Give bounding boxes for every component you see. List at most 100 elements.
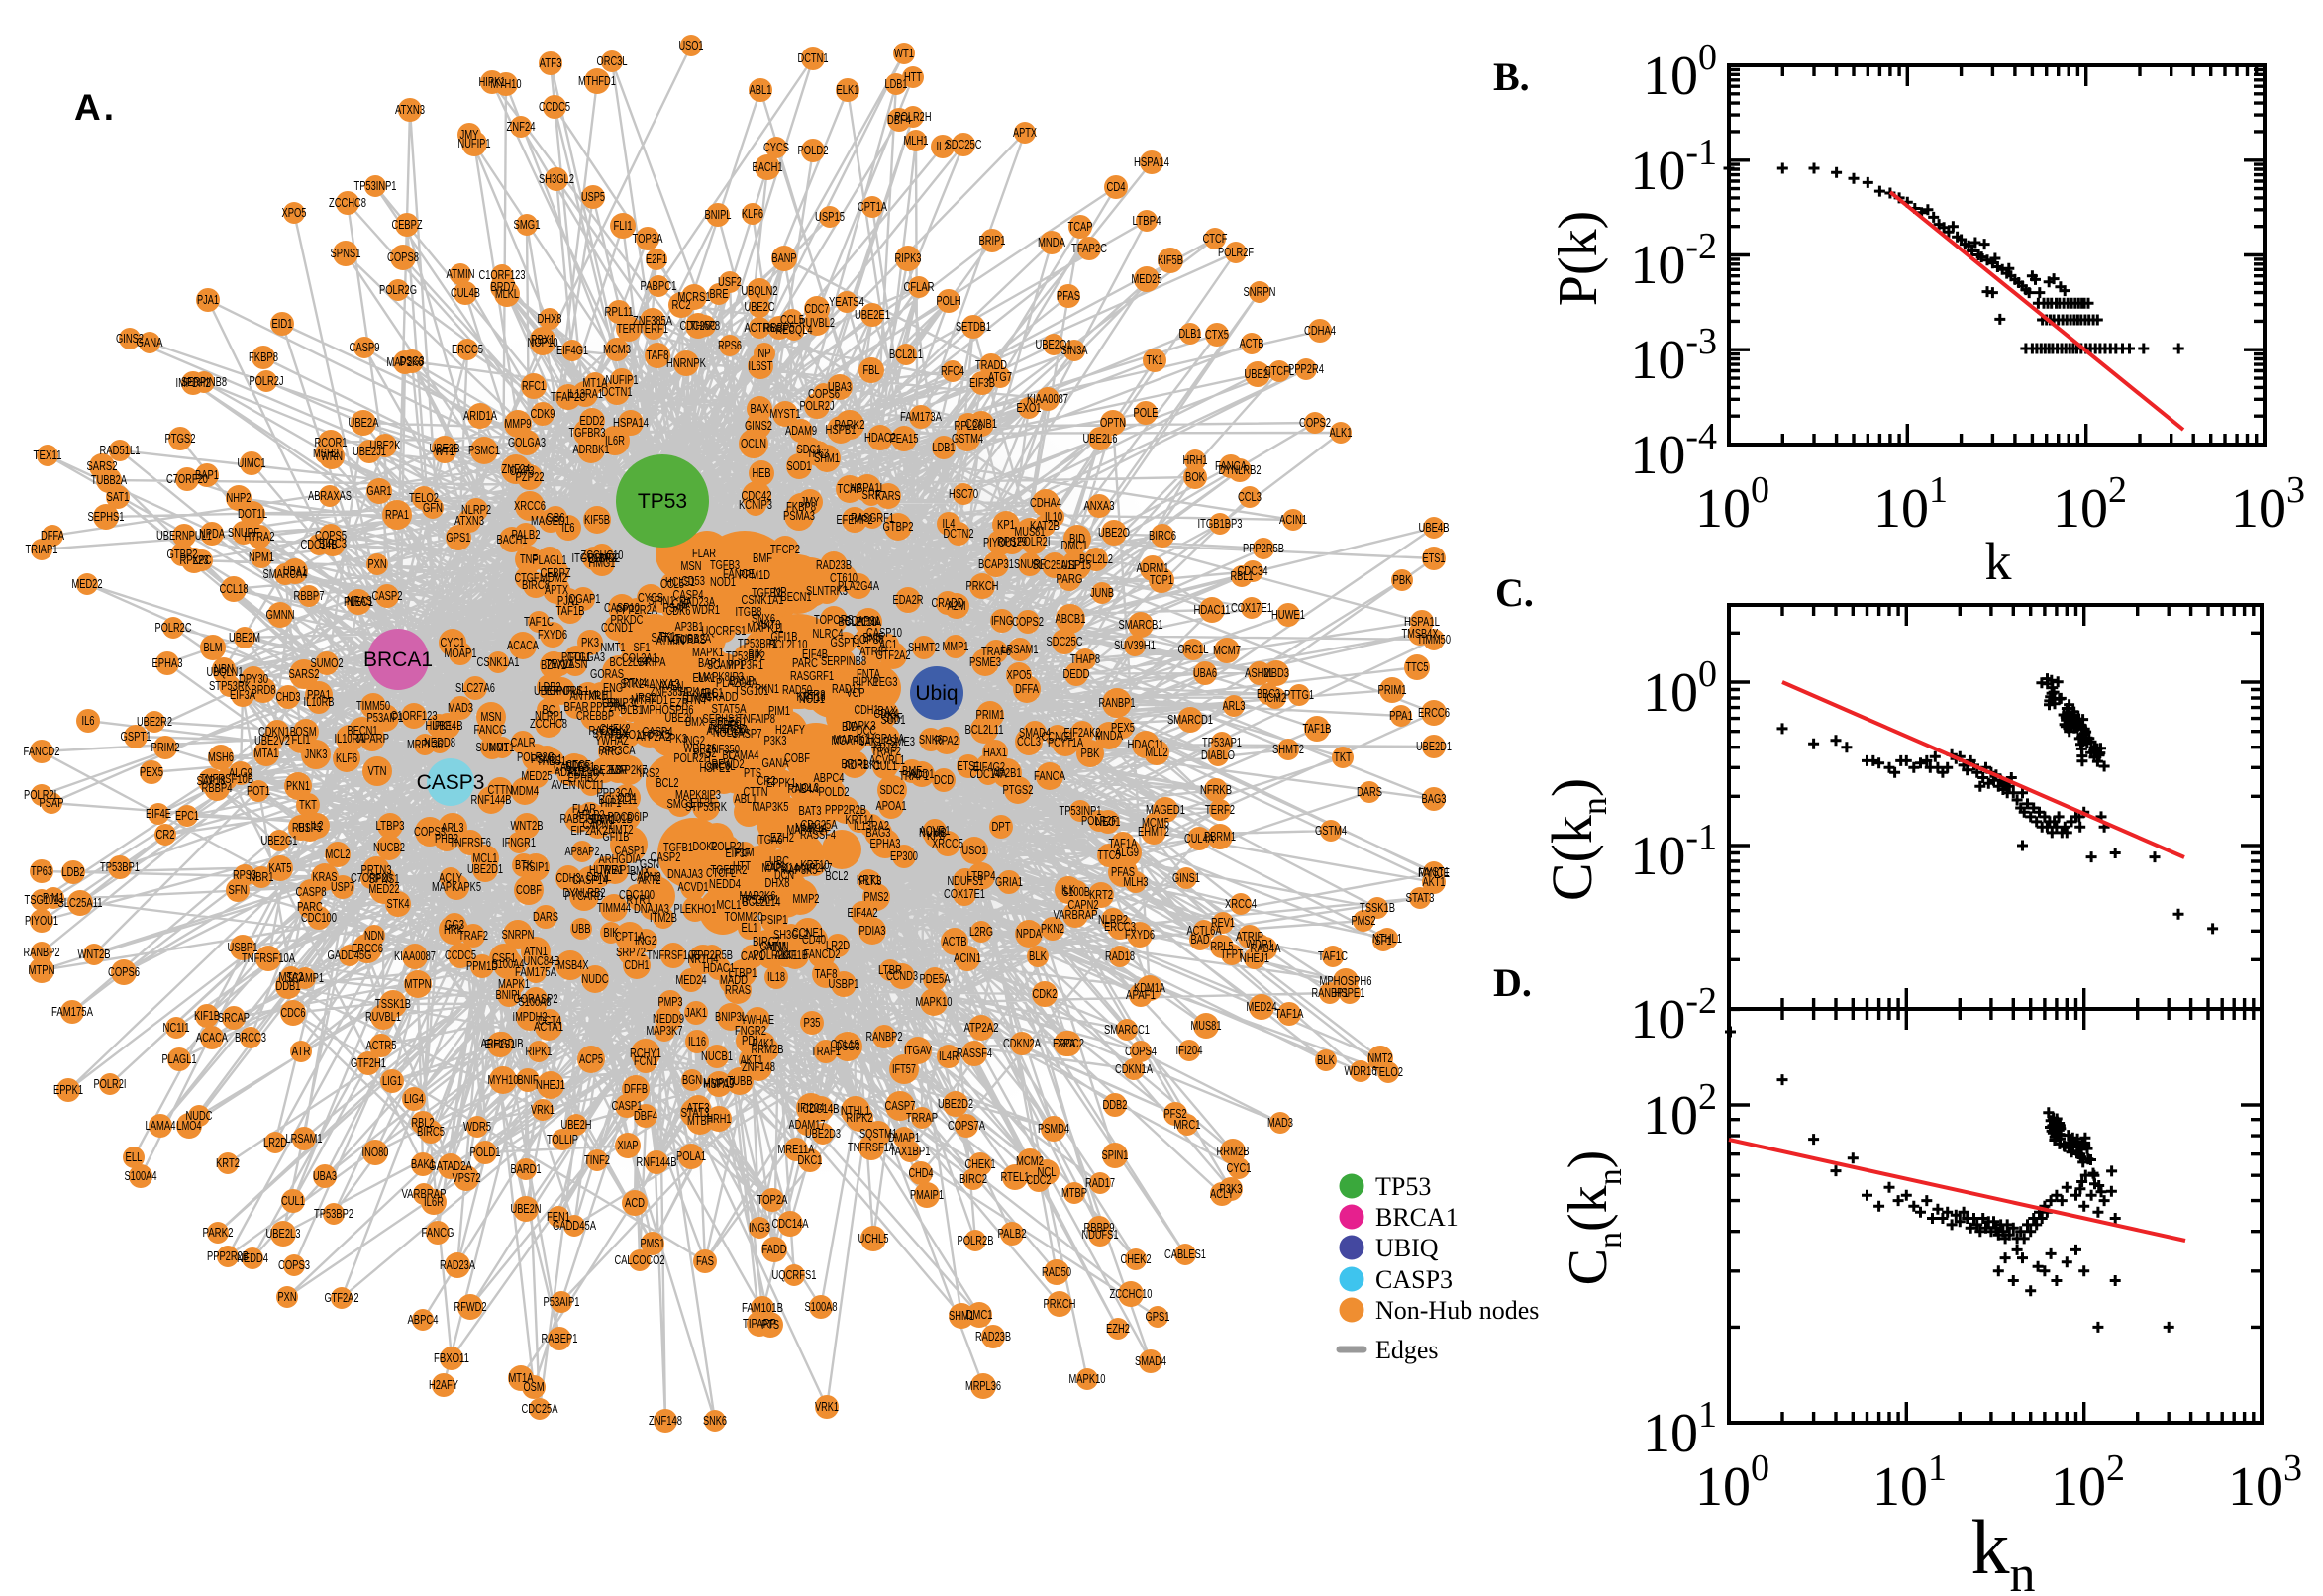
svg-text:S100A8: S100A8 xyxy=(805,1299,838,1314)
svg-text:E2F1: E2F1 xyxy=(646,251,667,266)
svg-text:JUNB: JUNB xyxy=(1090,585,1114,600)
svg-text:FAS: FAS xyxy=(696,1253,714,1268)
svg-text:HSPA14: HSPA14 xyxy=(1134,154,1169,169)
svg-text:CABLES1: CABLES1 xyxy=(1164,1247,1206,1261)
svg-text:PFS2: PFS2 xyxy=(1164,1106,1187,1121)
svg-text:PALB2: PALB2 xyxy=(512,527,541,542)
svg-text:TSSK1B: TSSK1B xyxy=(1360,900,1395,915)
svg-text:RASGRF1: RASGRF1 xyxy=(790,668,834,683)
svg-text:ACTB: ACTB xyxy=(943,934,967,948)
svg-text:FXYD6: FXYD6 xyxy=(1125,927,1155,942)
svg-text:RIPK1: RIPK1 xyxy=(526,1044,553,1058)
svg-text:DOK2: DOK2 xyxy=(693,839,718,853)
svg-text:WNT2B: WNT2B xyxy=(511,818,544,833)
svg-text:XPO5: XPO5 xyxy=(1007,667,1032,682)
svg-text:ORC1L: ORC1L xyxy=(1178,642,1209,656)
svg-text:IL6ST: IL6ST xyxy=(749,358,773,373)
svg-text:CAV1: CAV1 xyxy=(741,948,764,963)
svg-text:NUDC: NUDC xyxy=(582,971,609,986)
svg-text:RAD18: RAD18 xyxy=(1105,948,1135,963)
svg-text:XRCC6: XRCC6 xyxy=(514,498,546,513)
svg-text:FANCA: FANCA xyxy=(1034,768,1065,783)
svg-text:BECN1: BECN1 xyxy=(781,589,812,604)
svg-text:BOK: BOK xyxy=(1185,469,1205,484)
svg-text:RNF144B: RNF144B xyxy=(637,1154,677,1169)
svg-text:CR2: CR2 xyxy=(156,827,175,842)
svg-text:CTX5: CTX5 xyxy=(1205,327,1229,342)
svg-text:SERPINB8: SERPINB8 xyxy=(181,374,227,389)
svg-text:GSPT1: GSPT1 xyxy=(121,729,152,744)
svg-text:RAD17: RAD17 xyxy=(1085,1175,1115,1190)
svg-text:BNIP3L: BNIP3L xyxy=(607,695,639,710)
svg-text:GINS2: GINS2 xyxy=(745,418,772,433)
svg-text:LRSAM1: LRSAM1 xyxy=(286,1131,323,1146)
svg-text:FBL: FBL xyxy=(863,362,880,377)
svg-text:NEDD9: NEDD9 xyxy=(653,1011,684,1026)
svg-text:USO1: USO1 xyxy=(679,38,704,52)
svg-text:SPIN1: SPIN1 xyxy=(1102,1147,1129,1162)
svg-text:BTK: BTK xyxy=(515,857,533,872)
svg-text:PSME3: PSME3 xyxy=(883,734,915,748)
svg-text:SMAD4: SMAD4 xyxy=(1135,1353,1166,1368)
svg-text:BLM: BLM xyxy=(204,640,223,654)
svg-text:TRRAP: TRRAP xyxy=(906,1110,938,1125)
svg-text:FLAR: FLAR xyxy=(572,801,596,816)
svg-text:COPS7A: COPS7A xyxy=(948,1118,985,1133)
svg-text:POLR2B: POLR2B xyxy=(958,1233,994,1247)
svg-text:SCAMP1: SCAMP1 xyxy=(286,970,324,985)
svg-text:TAX1BP1: TAX1BP1 xyxy=(890,1144,931,1158)
svg-text:CHD4: CHD4 xyxy=(909,1165,934,1180)
svg-text:NEDD8: NEDD8 xyxy=(424,735,455,749)
svg-text:TFAP2C: TFAP2C xyxy=(1071,241,1107,255)
svg-text:FEN1: FEN1 xyxy=(547,1209,570,1224)
svg-text:DFFA: DFFA xyxy=(1015,681,1039,696)
svg-text:B.: B. xyxy=(1493,54,1530,99)
svg-text:EL1: EL1 xyxy=(742,920,758,935)
svg-text:EPHA3: EPHA3 xyxy=(152,655,183,670)
svg-text:TP53AP1: TP53AP1 xyxy=(1202,735,1242,749)
svg-text:BMX: BMX xyxy=(685,714,705,729)
svg-text:KAT2B: KAT2B xyxy=(1030,518,1060,533)
svg-text:CASP4: CASP4 xyxy=(673,587,704,602)
svg-text:OCLN: OCLN xyxy=(741,436,766,450)
svg-text:ACTB: ACTB xyxy=(1240,336,1264,350)
svg-text:USO1: USO1 xyxy=(962,843,987,857)
svg-text:GTBP2: GTBP2 xyxy=(167,547,198,561)
svg-text:ACACA: ACACA xyxy=(507,638,539,652)
svg-text:NHP2: NHP2 xyxy=(227,490,252,505)
svg-text:HDAC2: HDAC2 xyxy=(864,430,896,445)
svg-text:TP53: TP53 xyxy=(638,490,687,513)
svg-text:CDK2: CDK2 xyxy=(1033,986,1058,1001)
svg-text:C(kn): C(kn) xyxy=(1540,778,1614,901)
svg-text:RANBP2: RANBP2 xyxy=(24,945,60,959)
svg-text:KIF5B: KIF5B xyxy=(584,512,610,527)
svg-text:DNAJA3: DNAJA3 xyxy=(667,866,703,881)
svg-text:RABEP1: RABEP1 xyxy=(542,1331,578,1346)
svg-text:ACIN1: ACIN1 xyxy=(954,950,981,965)
svg-text:Ubiq: Ubiq xyxy=(915,682,958,705)
svg-text:TTC5: TTC5 xyxy=(1098,848,1121,862)
svg-text:IFI204: IFI204 xyxy=(798,1100,825,1115)
svg-text:UBE2N: UBE2N xyxy=(511,1201,542,1216)
svg-text:MED25: MED25 xyxy=(1132,271,1162,286)
svg-text:EIF4G1: EIF4G1 xyxy=(556,343,588,357)
svg-text:EP300: EP300 xyxy=(890,848,918,863)
svg-text:BNIF: BNIF xyxy=(518,1072,539,1087)
svg-text:TP53BP2: TP53BP2 xyxy=(314,1206,354,1221)
svg-text:THAP8: THAP8 xyxy=(1070,651,1100,666)
svg-text:CRADD: CRADD xyxy=(706,689,739,704)
svg-text:PLM: PLM xyxy=(736,845,755,859)
svg-text:CDK9: CDK9 xyxy=(531,406,556,421)
svg-text:EZH2: EZH2 xyxy=(1106,1321,1130,1336)
svg-text:USBP1: USBP1 xyxy=(829,976,859,991)
svg-text:CCL5: CCL5 xyxy=(780,312,804,327)
svg-text:NCL: NCL xyxy=(1038,1164,1057,1179)
svg-text:MLL2: MLL2 xyxy=(1146,745,1168,759)
svg-text:SOD1: SOD1 xyxy=(881,712,906,727)
svg-text:PRIM2: PRIM2 xyxy=(152,740,180,754)
svg-text:APOA1: APOA1 xyxy=(876,798,907,813)
svg-text:k: k xyxy=(1985,532,2012,591)
svg-text:RIPK1: RIPK1 xyxy=(853,674,879,689)
svg-text:RPS6: RPS6 xyxy=(718,338,742,352)
svg-text:PTTG1: PTTG1 xyxy=(1284,687,1314,702)
